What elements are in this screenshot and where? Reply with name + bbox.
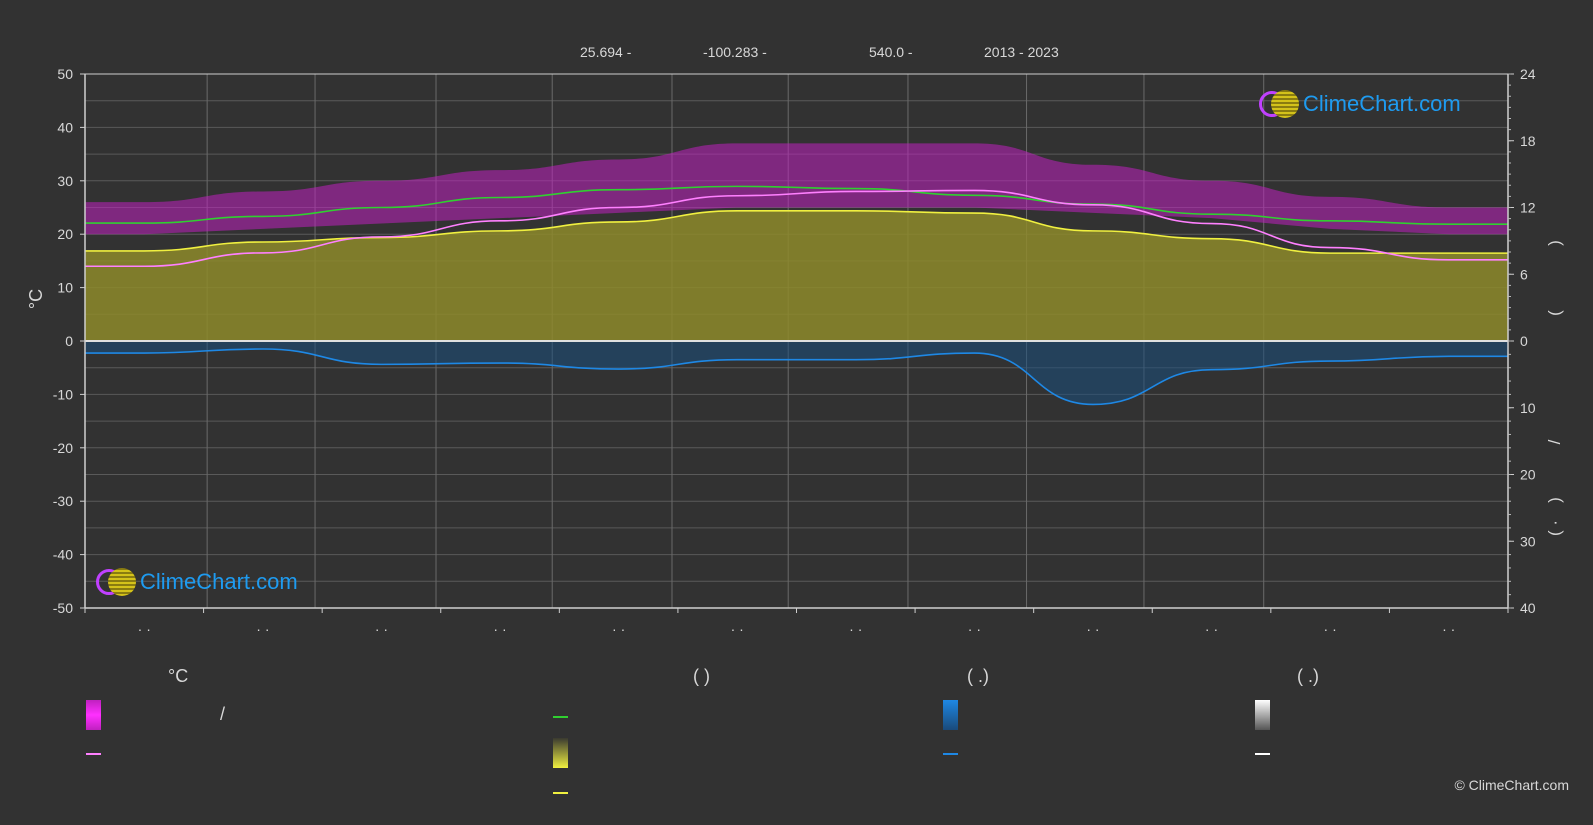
- legend-precip-line: [943, 753, 958, 755]
- precip-area: [85, 341, 1508, 405]
- right-tick-label-hours: 18: [1520, 133, 1536, 149]
- legend-daily-mean-line: [86, 753, 101, 755]
- logo-sun-icon: [108, 568, 136, 596]
- legend-sun-title: ( ): [693, 666, 710, 686]
- left-tick-label: 10: [57, 280, 73, 296]
- header-years: 2013 - 2023: [984, 44, 1059, 60]
- month-label: · ·: [849, 621, 862, 637]
- right-axis-label-part: ): [1545, 497, 1564, 503]
- left-axis-unit: °C: [26, 289, 46, 309]
- left-tick-label: 30: [57, 173, 73, 189]
- legend-sunshine-line: [553, 792, 568, 794]
- left-tick-label: -50: [53, 600, 73, 616]
- left-tick-label: 0: [65, 333, 73, 349]
- legend-snow-line: [1255, 753, 1270, 755]
- copyright: © ClimeChart.com: [1454, 777, 1569, 793]
- legend-temp-range-label: /: [220, 704, 226, 724]
- legend-temp-range-swatch: [86, 700, 101, 730]
- month-label: · ·: [1324, 621, 1337, 637]
- logo-top: ClimeChart.com: [1259, 90, 1461, 118]
- series-line-sunshine_hours: [84, 210, 1508, 254]
- right-axis-label-part: ( ·: [1545, 520, 1564, 536]
- series-line-daylight_hours: [84, 185, 1508, 225]
- right-tick-label-precip: 40: [1520, 600, 1536, 616]
- legend-snow-swatch: [1255, 700, 1270, 730]
- left-tick-label: -40: [53, 547, 73, 563]
- legend-sunshine-swatch: [553, 738, 568, 768]
- right-axis-label-part: (: [1545, 310, 1564, 316]
- legend-snow-title: ( .): [1297, 666, 1319, 686]
- left-tick-label: 20: [57, 226, 73, 242]
- temp-range-band: [85, 143, 1508, 235]
- month-label: · ·: [612, 621, 625, 637]
- series-line-daily_mean_temp: [84, 189, 1508, 268]
- legend-rain-title: ( .): [967, 666, 989, 686]
- month-label: · ·: [138, 621, 151, 637]
- header-latitude: 25.694 -: [580, 44, 632, 60]
- right-tick-label-hours: 12: [1520, 200, 1536, 216]
- logo-bottom: ClimeChart.com: [96, 568, 298, 596]
- right-tick-label-precip: 10: [1520, 400, 1536, 416]
- left-tick-label: -10: [53, 386, 73, 402]
- series-line-precip_mm: [85, 348, 1508, 406]
- right-tick-label-hours: 6: [1520, 266, 1528, 282]
- right-tick-label-precip: 20: [1520, 467, 1536, 483]
- left-tick-label: 50: [57, 66, 73, 82]
- right-tick-label-hours: 24: [1520, 66, 1536, 82]
- sunshine-area: [85, 210, 1508, 341]
- logo-text: ClimeChart.com: [1303, 91, 1461, 116]
- month-label: · ·: [256, 621, 269, 637]
- month-label: · ·: [1442, 621, 1455, 637]
- month-label: · ·: [968, 621, 981, 637]
- left-tick-label: 40: [57, 119, 73, 135]
- month-label: · ·: [375, 621, 388, 637]
- month-label: · ·: [493, 621, 506, 637]
- header-longitude: -100.283 -: [703, 44, 767, 60]
- right-tick-label-precip: 30: [1520, 533, 1536, 549]
- month-label: · ·: [731, 621, 744, 637]
- right-axis-label-part: ): [1545, 240, 1564, 246]
- right-axis-label-part: /: [1545, 439, 1564, 444]
- legend-temperature-title: °C: [168, 666, 189, 686]
- month-label: · ·: [1086, 621, 1099, 637]
- legend-daylight-line: [553, 716, 568, 718]
- right-tick-label-hours: 0: [1520, 333, 1528, 349]
- month-label: · ·: [1205, 621, 1218, 637]
- logo-sun-icon: [1271, 90, 1299, 118]
- left-tick-label: -20: [53, 440, 73, 456]
- header-elevation: 540.0 -: [869, 44, 913, 60]
- logo-text: ClimeChart.com: [140, 569, 298, 594]
- left-tick-label: -30: [53, 493, 73, 509]
- legend-precip-swatch: [943, 700, 958, 730]
